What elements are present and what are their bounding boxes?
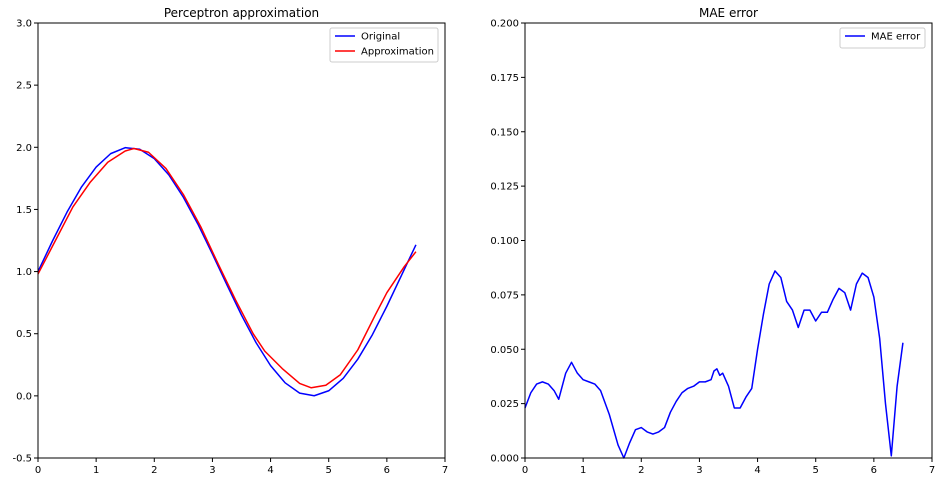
y-tick-label: 0.025 bbox=[490, 399, 519, 410]
series-line-original bbox=[37, 146, 417, 397]
x-tick-label: 1 bbox=[580, 465, 586, 476]
y-tick-label: 0.050 bbox=[490, 345, 519, 356]
x-tick-label: 3 bbox=[696, 465, 702, 476]
x-tick-label: 2 bbox=[151, 465, 157, 476]
series-line-approximation bbox=[37, 147, 417, 389]
x-tick-label: 4 bbox=[267, 465, 273, 476]
y-tick-label: 2.5 bbox=[16, 81, 32, 92]
legend-label: Original bbox=[361, 32, 400, 43]
x-tick-label: 6 bbox=[384, 465, 390, 476]
chart-title: MAE error bbox=[699, 6, 758, 20]
y-tick-label: 0.200 bbox=[490, 19, 519, 30]
y-tick-label: 1.5 bbox=[16, 205, 32, 216]
x-tick-label: 6 bbox=[871, 465, 877, 476]
chart-perceptron-approximation: 0 1 2 3 4 5 6 7 -0.5 0.0 0.5 1.0 1.5 2.0 2.5 3.0 Percept… bbox=[12, 6, 448, 476]
x-tick-label: 0 bbox=[35, 465, 41, 476]
y-tick-label: 0.5 bbox=[16, 329, 32, 340]
legend-label: MAE error bbox=[871, 32, 921, 43]
y-tick-label: 0.125 bbox=[490, 182, 519, 193]
x-tick-label: 7 bbox=[442, 465, 448, 476]
x-tick-label: 0 bbox=[522, 465, 528, 476]
y-tick-label: 0.175 bbox=[490, 73, 519, 84]
y-tick-label: 0.150 bbox=[490, 127, 519, 138]
x-tick-label: 5 bbox=[326, 465, 332, 476]
legend: MAE error bbox=[839, 27, 926, 49]
y-tick-label: 0.0 bbox=[16, 391, 32, 402]
y-tick-label: 0.000 bbox=[490, 454, 519, 465]
y-tick-label: 2.0 bbox=[16, 143, 32, 154]
legend-box bbox=[839, 27, 926, 49]
y-tick-label: -0.5 bbox=[12, 454, 32, 465]
x-tick-label: 4 bbox=[754, 465, 760, 476]
y-tick-label: 3.0 bbox=[16, 19, 32, 30]
y-tick-label: 1.0 bbox=[16, 267, 32, 278]
series-line-mae-error bbox=[524, 270, 904, 459]
legend-box bbox=[329, 27, 439, 63]
chart-title: Perceptron approximation bbox=[164, 6, 319, 20]
legend-label: Approximation bbox=[361, 47, 434, 58]
x-tick-label: 2 bbox=[638, 465, 644, 476]
x-tick-label: 5 bbox=[813, 465, 819, 476]
axes-frame bbox=[37, 22, 446, 459]
legend: Original Approximation bbox=[329, 27, 439, 63]
axes-frame bbox=[524, 22, 933, 459]
chart-mae-error: 0 1 2 3 4 5 6 7 0.000 0.025 0.050 0.075 0.100 0.125 0.… bbox=[490, 6, 935, 476]
x-tick-label: 1 bbox=[93, 465, 99, 476]
x-tick-label: 3 bbox=[209, 465, 215, 476]
x-tick-label: 7 bbox=[929, 465, 935, 476]
y-tick-label: 0.100 bbox=[490, 236, 519, 247]
y-tick-label: 0.075 bbox=[490, 290, 519, 301]
